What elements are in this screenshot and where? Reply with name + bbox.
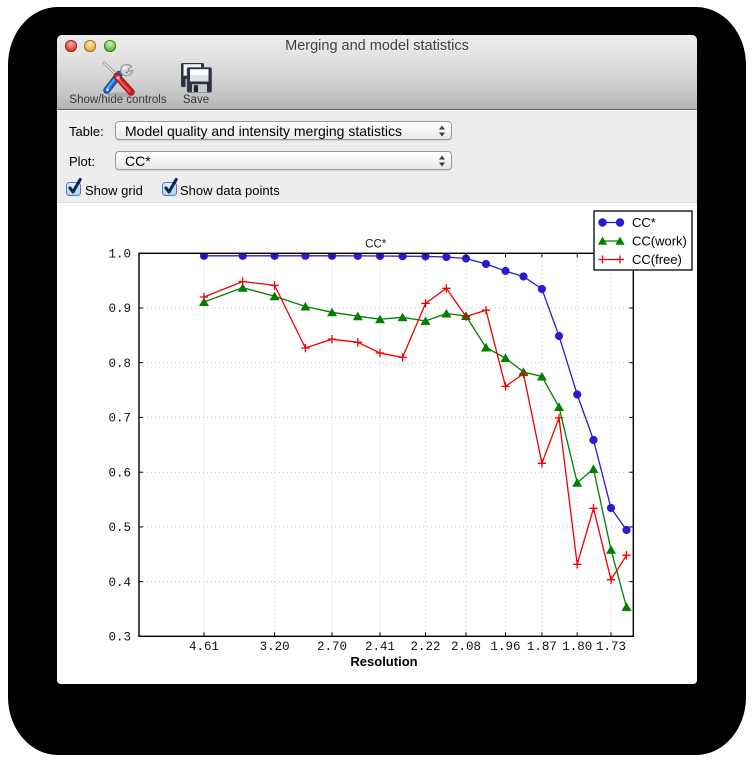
svg-text:CC*: CC* bbox=[632, 215, 656, 230]
svg-text:CC(free): CC(free) bbox=[632, 252, 682, 267]
svg-text:3.20: 3.20 bbox=[260, 640, 290, 654]
svg-text:0.9: 0.9 bbox=[108, 302, 131, 316]
svg-text:0.3: 0.3 bbox=[108, 631, 131, 645]
svg-text:1.87: 1.87 bbox=[527, 640, 557, 654]
svg-text:1.96: 1.96 bbox=[490, 640, 520, 654]
svg-text:CC*: CC* bbox=[365, 239, 387, 251]
svg-text:0.5: 0.5 bbox=[108, 521, 131, 535]
svg-text:2.08: 2.08 bbox=[451, 640, 481, 654]
svg-text:0.4: 0.4 bbox=[108, 576, 131, 590]
svg-text:2.41: 2.41 bbox=[365, 640, 395, 654]
svg-text:Resolution: Resolution bbox=[350, 654, 417, 669]
svg-text:0.7: 0.7 bbox=[108, 412, 131, 426]
svg-text:2.22: 2.22 bbox=[410, 640, 440, 654]
svg-text:0.8: 0.8 bbox=[108, 357, 131, 371]
svg-text:1.0: 1.0 bbox=[108, 248, 131, 262]
svg-text:CC(work): CC(work) bbox=[632, 234, 687, 249]
svg-text:1.73: 1.73 bbox=[596, 640, 626, 654]
svg-text:1.80: 1.80 bbox=[562, 640, 592, 654]
svg-text:4.61: 4.61 bbox=[189, 640, 219, 654]
svg-text:2.70: 2.70 bbox=[317, 640, 347, 654]
svg-text:0.6: 0.6 bbox=[108, 466, 131, 480]
